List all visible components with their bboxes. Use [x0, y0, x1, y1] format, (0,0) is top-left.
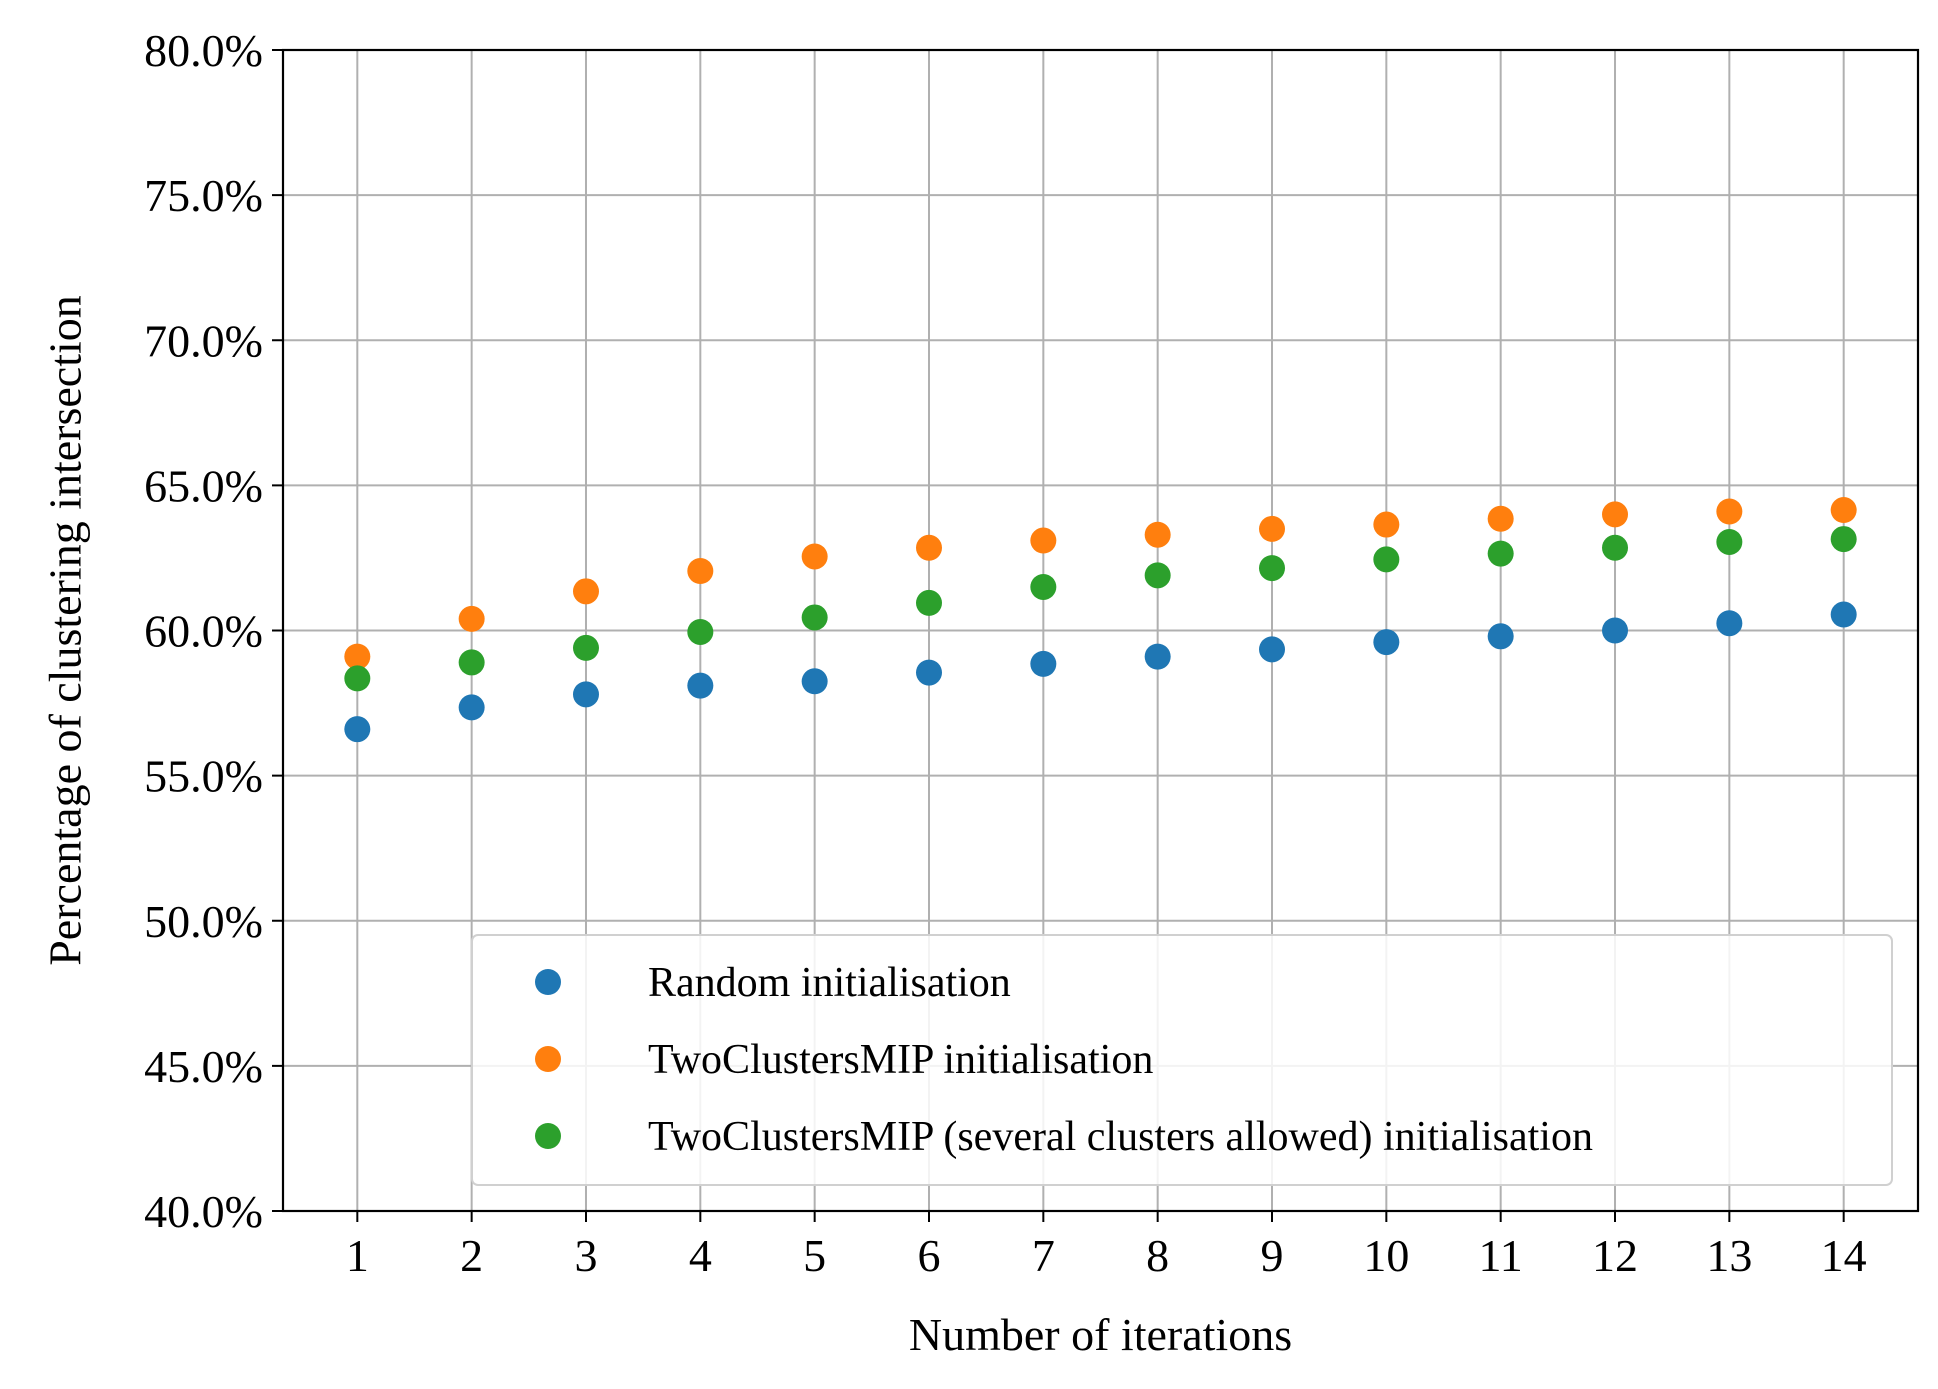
series-1-point	[1487, 505, 1514, 532]
legend-marker	[535, 1123, 561, 1149]
legend-marker	[535, 969, 561, 995]
legend-box	[471, 934, 1893, 1186]
data-points	[344, 497, 1857, 743]
series-1-point	[1373, 511, 1400, 538]
x-tick-label: 10	[1363, 1230, 1409, 1281]
series-2-point	[458, 649, 485, 676]
x-tick-label: 3	[574, 1230, 597, 1281]
y-tick-label: 55.0%	[144, 751, 263, 802]
axis-ticks: 1 2 3 4 5 6 7 8 9 10 11 12 13 1440.0%45.0%50.0%55.0%6…	[144, 25, 1867, 1281]
y-tick-label: 40.0%	[144, 1186, 263, 1237]
series-0-point	[458, 694, 485, 721]
series-0-point	[572, 681, 599, 708]
x-tick-label: 2	[460, 1230, 483, 1281]
x-tick-label: 8	[1146, 1230, 1169, 1281]
series-0-point	[687, 672, 714, 699]
series-2-point	[801, 604, 828, 631]
series-0-point	[915, 659, 942, 686]
x-tick-label: 9	[1261, 1230, 1284, 1281]
series-2-point	[344, 665, 371, 692]
series-0-point	[1030, 650, 1057, 677]
legend-entries: Random initialisation TwoClustersMIP init…	[535, 960, 1593, 1160]
series-0-point	[1373, 629, 1400, 656]
x-tick-label: 13	[1706, 1230, 1752, 1281]
series-2-point	[687, 618, 714, 645]
series-0-point	[1259, 636, 1286, 663]
legend-marker	[535, 1046, 561, 1072]
series-2-point	[1030, 573, 1057, 600]
x-axis-title: Number of iterations	[909, 1309, 1292, 1360]
series-2-point	[1487, 540, 1514, 567]
y-tick-label: 65.0%	[144, 460, 263, 511]
series-1-point	[572, 578, 599, 605]
x-tick-label: 11	[1479, 1230, 1523, 1281]
series-1-point	[801, 543, 828, 570]
x-tick-label: 7	[1032, 1230, 1055, 1281]
series-0-point	[1830, 601, 1857, 628]
series-1-point	[458, 605, 485, 632]
series-2-point	[1259, 555, 1286, 582]
series-2-point	[572, 634, 599, 661]
x-tick-label: 14	[1821, 1230, 1867, 1281]
x-tick-label: 5	[803, 1230, 826, 1281]
series-1-point	[344, 643, 371, 670]
y-axis-title: Percentage of clustering intersection	[40, 295, 91, 966]
series-1-point	[1716, 498, 1743, 525]
legend: Random initialisation TwoClustersMIP init…	[471, 934, 1893, 1186]
series-1-point	[1830, 497, 1857, 524]
series-0-point	[801, 668, 828, 695]
series-1-point	[687, 557, 714, 584]
y-tick-label: 45.0%	[144, 1041, 263, 1092]
series-2-point	[1144, 562, 1171, 589]
y-tick-label: 60.0%	[144, 606, 263, 657]
series-1-point	[915, 534, 942, 561]
series-1-point	[1259, 515, 1286, 542]
x-tick-label: 1	[346, 1230, 369, 1281]
series-2-point	[915, 589, 942, 616]
legend-label: TwoClustersMIP (several clusters allowed…	[648, 1114, 1593, 1160]
y-tick-label: 80.0%	[144, 25, 263, 76]
series-1-point	[1144, 521, 1171, 548]
series-1-point	[1602, 501, 1629, 528]
x-tick-label: 6	[917, 1230, 940, 1281]
legend-label: Random initialisation	[648, 960, 1011, 1006]
y-tick-label: 50.0%	[144, 896, 263, 947]
series-2-point	[1830, 526, 1857, 553]
series-2-point	[1602, 534, 1629, 561]
legend-label: TwoClustersMIP initialisation	[648, 1037, 1153, 1083]
series-2-point	[1716, 528, 1743, 555]
series-0-point	[1716, 610, 1743, 637]
x-tick-label: 4	[689, 1230, 712, 1281]
series-0-point	[1144, 643, 1171, 670]
series-1-point	[1030, 527, 1057, 554]
series-0-point	[1487, 623, 1514, 650]
series-0-point	[344, 716, 371, 743]
series-0-point	[1602, 617, 1629, 644]
y-tick-label: 70.0%	[144, 315, 263, 366]
series-2-point	[1373, 546, 1400, 573]
y-tick-label: 75.0%	[144, 170, 263, 221]
x-tick-label: 12	[1592, 1230, 1638, 1281]
